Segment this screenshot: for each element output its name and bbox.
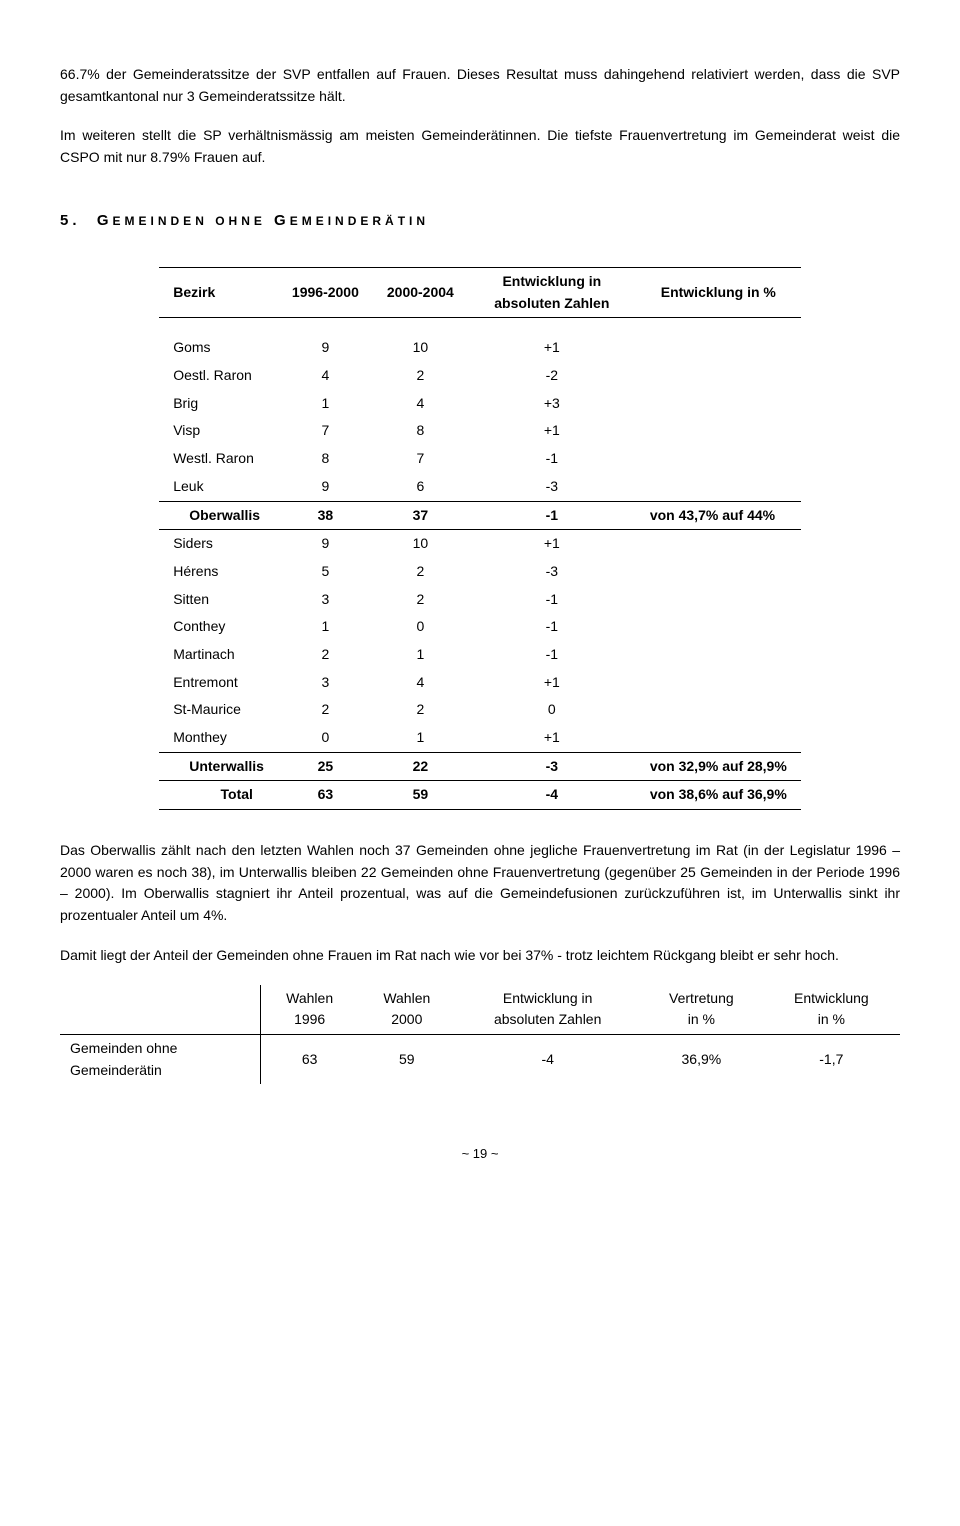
col-wahlen-00: Wahlen2000 [358,985,455,1035]
table-row: Monthey01+1 [159,724,801,752]
col-abs: Entwicklung in absoluten Zahlen [468,268,636,318]
table-row: St-Maurice220 [159,696,801,724]
col-pct: Entwicklung in % [636,268,801,318]
intro-paragraph-1: 66.7% der Gemeinderatssitze der SVP entf… [60,64,900,107]
table-row: Oestl. Raron42-2 [159,362,801,390]
col-wahlen-96: Wahlen1996 [261,985,359,1035]
row-label: Gemeinden ohneGemeinderätin [60,1034,261,1084]
col-abs: Entwicklung inabsoluten Zahlen [455,985,640,1035]
summary-table: Wahlen1996 Wahlen2000 Entwicklung inabso… [60,985,900,1085]
col-period-2: 2000-2004 [373,268,468,318]
col-period-1: 1996-2000 [278,268,373,318]
table-row: Brig14+3 [159,390,801,418]
table-row: Gemeinden ohneGemeinderätin 63 59 -4 36,… [60,1034,900,1084]
col-entwicklung: Entwicklungin % [763,985,900,1035]
table-row: Entremont34+1 [159,669,801,697]
sum-unterwallis: Unterwallis 25 22 -3 von 32,9% auf 28,9% [159,752,801,781]
analysis-paragraph-1: Das Oberwallis zählt nach den letzten Wa… [60,840,900,927]
section-heading: 5. GEMEINDEN OHNE GEMEINDERÄTIN [60,209,900,232]
sum-oberwallis: Oberwallis 38 37 -1 von 43,7% auf 44% [159,501,801,530]
intro-paragraph-2: Im weiteren stellt die SP verhältnismäss… [60,125,900,168]
sum-total: Total 63 59 -4 von 38,6% auf 36,9% [159,781,801,810]
analysis-paragraph-2: Damit liegt der Anteil der Gemeinden ohn… [60,945,900,967]
table-row: Leuk96-3 [159,473,801,501]
col-vertretung: Vertretungin % [640,985,763,1035]
districts-table: Bezirk 1996-2000 2000-2004 Entwicklung i… [159,267,801,810]
page-number: ~ 19 ~ [60,1144,900,1164]
table-row: Visp78+1 [159,417,801,445]
heading-text: 5. GEMEINDEN OHNE GEMEINDERÄTIN [60,212,429,229]
table-row: Hérens52-3 [159,558,801,586]
table-row: Sitten32-1 [159,586,801,614]
table-row: Conthey10-1 [159,613,801,641]
col-bezirk: Bezirk [159,268,278,318]
table-row: Martinach21-1 [159,641,801,669]
table-row: Westl. Raron87-1 [159,445,801,473]
table-row: Siders910+1 [159,530,801,558]
table-row: Goms910+1 [159,334,801,362]
